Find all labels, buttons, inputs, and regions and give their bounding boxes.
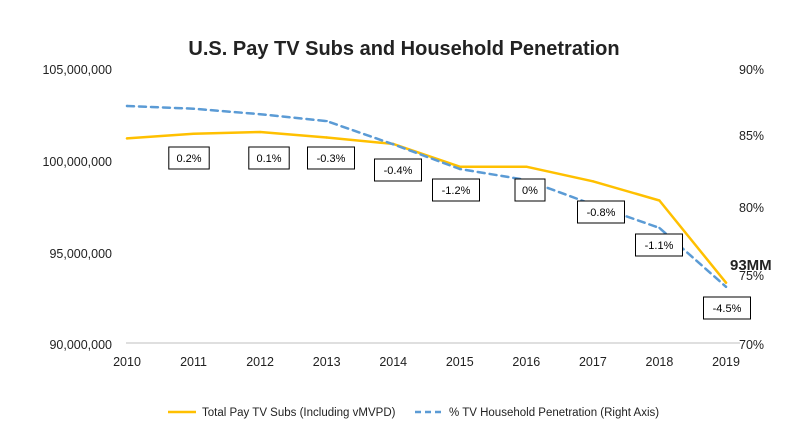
- x-tick-label: 2018: [646, 355, 674, 369]
- data-point: [125, 137, 129, 140]
- data-point: [525, 165, 528, 168]
- x-tick-label: 2012: [246, 355, 274, 369]
- data-label-box: [432, 178, 480, 202]
- data-point: [192, 132, 195, 136]
- x-tick-label: 2019: [712, 355, 740, 369]
- y-right-tick-label: 90%: [739, 63, 764, 77]
- data-label: -4.5%: [713, 303, 742, 315]
- x-tick-label: 2010: [113, 355, 141, 369]
- data-point: [658, 226, 661, 230]
- data-point: [192, 107, 195, 110]
- data-point: [258, 113, 262, 116]
- x-tick-label: 2013: [313, 355, 341, 369]
- data-label: 0.2%: [176, 153, 201, 165]
- x-tick-label: 2016: [512, 355, 540, 369]
- data-label: -0.3%: [317, 153, 346, 165]
- y-left-tick-label: 105,000,000: [42, 63, 112, 77]
- y-axis-left: 105,000,000 100,000,000 95,000,000 90,00…: [42, 63, 112, 352]
- y-left-tick-label: 90,000,000: [49, 338, 112, 352]
- data-point: [458, 165, 461, 168]
- data-point: [325, 119, 328, 123]
- data-point: [724, 281, 728, 284]
- y-right-tick-label: 70%: [739, 338, 764, 352]
- data-labels: 0.2% 0.1% -0.3% -0.4% -1.2% 0% -0.8% -1.1% -4.5%: [168, 146, 751, 320]
- data-label-box: [307, 146, 355, 170]
- data-label-box: [635, 233, 683, 257]
- data-point: [724, 285, 728, 289]
- y-right-tick-label: 75%: [739, 269, 764, 283]
- data-label-box: [703, 296, 751, 320]
- series-line-household-penetration: [125, 104, 728, 289]
- x-tick-label: 2017: [579, 355, 607, 369]
- data-label-box: [248, 146, 290, 170]
- legend: Total Pay TV Subs (Including vMVPD) % TV…: [168, 407, 659, 419]
- data-label-box: [577, 200, 625, 224]
- data-label: -0.4%: [384, 165, 413, 177]
- data-point: [458, 167, 461, 171]
- data-label: -0.8%: [587, 207, 616, 219]
- annotation-93mm: 93MM: [730, 257, 772, 274]
- data-label: 0.1%: [256, 153, 281, 165]
- chart-title: U.S. Pay TV Subs and Household Penetrati…: [188, 38, 619, 60]
- data-point: [591, 180, 595, 183]
- legend-item-total-pay-tv-subs: Total Pay TV Subs (Including vMVPD): [168, 407, 396, 419]
- data-point: [658, 199, 661, 202]
- y-axis-right: 90% 85% 80% 75% 70%: [739, 63, 764, 352]
- data-point: [125, 104, 129, 108]
- x-axis: 2010 2011 2012 2013 2014 2015 2016 2017 2018 2019: [113, 355, 740, 369]
- plot-area: [125, 104, 728, 289]
- legend-label: Total Pay TV Subs (Including vMVPD): [202, 407, 396, 419]
- data-point: [392, 143, 395, 146]
- legend-label: % TV Household Penetration (Right Axis): [449, 407, 659, 419]
- y-left-tick-label: 95,000,000: [49, 247, 112, 261]
- x-tick-label: 2014: [379, 355, 407, 369]
- y-right-tick-label: 85%: [739, 129, 764, 143]
- data-label: -1.2%: [442, 185, 471, 197]
- legend-item-household-penetration: % TV Household Penetration (Right Axis): [415, 407, 659, 419]
- data-label-box: [168, 146, 210, 170]
- series-line-total-pay-tv-subs: [125, 130, 728, 284]
- data-label: 0%: [522, 185, 538, 197]
- y-left-tick-label: 100,000,000: [42, 155, 112, 169]
- x-tick-label: 2011: [180, 355, 207, 369]
- data-point: [325, 136, 328, 139]
- x-tick-label: 2015: [446, 355, 474, 369]
- data-label-box: [514, 178, 546, 202]
- data-label: -1.1%: [645, 240, 674, 252]
- data-label-box: [374, 158, 422, 182]
- y-right-tick-label: 80%: [739, 201, 764, 215]
- data-point: [258, 130, 262, 134]
